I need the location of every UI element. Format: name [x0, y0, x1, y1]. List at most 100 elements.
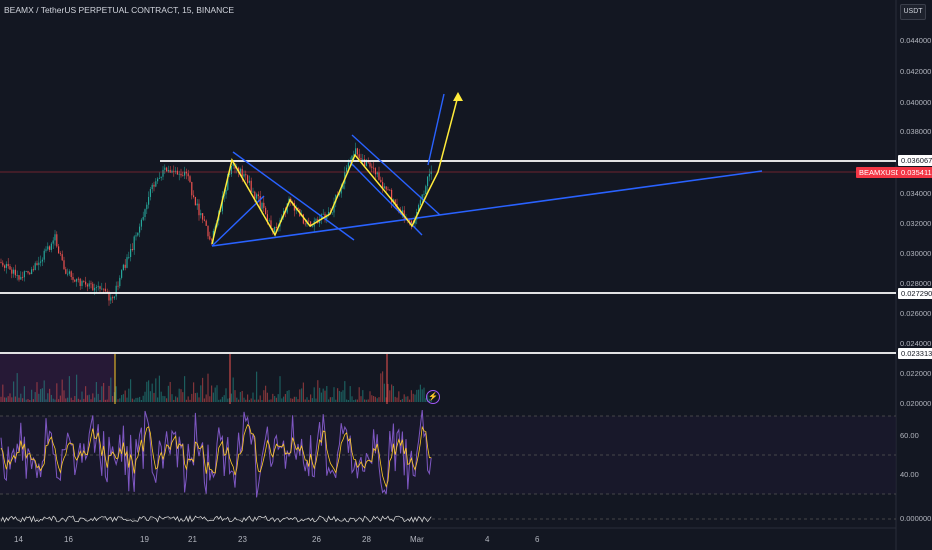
candle-body	[430, 171, 432, 175]
candle-body	[74, 279, 76, 282]
candle-body	[304, 223, 306, 225]
volume-bar	[362, 390, 364, 402]
candle-body	[137, 232, 139, 236]
candle-body	[32, 269, 34, 271]
candle-body	[383, 186, 385, 189]
volume-bar	[216, 385, 218, 402]
volume-bar	[140, 399, 142, 402]
volume-bar	[353, 399, 355, 402]
y-tick: 0.022000	[900, 369, 932, 378]
candle-body	[410, 220, 412, 224]
volume-bar	[86, 395, 88, 402]
volume-bar	[194, 393, 196, 402]
volume-bar	[43, 380, 45, 402]
y-tick: 0.032000	[900, 219, 932, 228]
volume-bar	[160, 391, 162, 402]
candle-body	[322, 213, 324, 215]
symbol-tag: BEAMXUSDT.P	[856, 167, 915, 178]
volume-bar	[319, 387, 321, 402]
volume-bar	[344, 381, 346, 402]
candle-body	[11, 269, 13, 274]
volume-bar	[95, 382, 97, 402]
candle-body	[99, 286, 101, 289]
volume-bar	[221, 396, 223, 402]
currency-selector-button[interactable]: USDT	[900, 4, 926, 20]
volume-bar	[369, 391, 371, 402]
candle-body	[374, 168, 376, 175]
volume-bar	[392, 385, 394, 402]
candle-body	[380, 179, 382, 183]
volume-bar	[31, 389, 33, 402]
candle-body	[124, 264, 126, 268]
candle-body	[243, 174, 245, 177]
volume-bar	[23, 386, 25, 402]
volume-bar	[414, 394, 416, 402]
volume-bar	[171, 394, 173, 402]
macd-line	[0, 515, 432, 523]
candle-body	[112, 297, 114, 299]
candle-body	[131, 249, 133, 251]
volume-bar	[9, 393, 11, 402]
candle-body	[173, 170, 175, 172]
candle-body	[378, 172, 380, 180]
volume-bar	[293, 396, 295, 402]
volume-bar	[254, 399, 256, 402]
candle-body	[230, 165, 232, 175]
volume-bar	[275, 397, 277, 402]
lightning-icon[interactable]: ⚡	[426, 390, 440, 404]
candle-body	[103, 288, 105, 290]
support-price-tag-1: 0.027290	[898, 288, 932, 299]
rising-trendline[interactable]	[211, 170, 763, 247]
volume-bar	[22, 398, 24, 402]
candle-body	[20, 276, 22, 280]
candle-body	[144, 209, 146, 217]
volume-bar	[191, 393, 193, 402]
volume-bar	[139, 396, 141, 402]
candle-body	[47, 246, 49, 250]
candle-body	[358, 154, 360, 159]
volume-bar	[225, 388, 227, 402]
candle-body	[166, 167, 168, 172]
candle-body	[94, 287, 96, 291]
volume-bar	[130, 379, 132, 402]
volume-bar	[41, 388, 43, 402]
volume-bar	[349, 386, 351, 402]
pattern-zigzag[interactable]	[211, 95, 459, 245]
volume-bar	[76, 374, 78, 402]
macd-tick: 0.000000	[900, 514, 932, 523]
volume-bar	[259, 395, 261, 402]
x-tick: 4	[485, 535, 490, 544]
candle-body	[86, 284, 88, 287]
volume-bar	[396, 397, 398, 402]
oscillator-tick: 60.00	[900, 431, 919, 440]
volume-bar	[196, 392, 198, 402]
volume-bar	[292, 398, 294, 402]
candle-body	[211, 239, 213, 241]
candle-body	[40, 261, 42, 263]
volume-bar	[5, 397, 7, 402]
volume-bar	[308, 399, 310, 402]
volume-bar	[32, 399, 34, 402]
candle-body	[162, 169, 164, 177]
volume-bar	[378, 397, 380, 402]
volume-bar	[373, 395, 375, 402]
channel-line-3[interactable]	[351, 134, 441, 216]
volume-bar	[398, 391, 400, 402]
volume-bar	[202, 377, 204, 402]
volume-bar	[124, 390, 126, 402]
candle-body	[117, 285, 119, 287]
volume-bar	[270, 399, 272, 402]
volume-bar	[410, 390, 412, 402]
candle-body	[245, 174, 247, 176]
candle-body	[160, 176, 162, 178]
volume-bar	[238, 399, 240, 402]
projection-line-blue[interactable]	[427, 93, 445, 166]
x-tick: 6	[535, 535, 540, 544]
volume-bar	[77, 398, 79, 402]
channel-line-2[interactable]	[211, 195, 265, 247]
volume-bar	[333, 387, 335, 402]
volume-bar	[218, 399, 220, 402]
channel-line-1[interactable]	[232, 151, 355, 241]
volume-bar	[257, 399, 259, 402]
